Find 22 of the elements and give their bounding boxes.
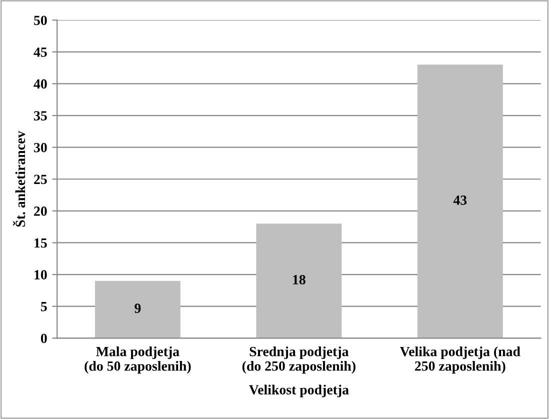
x-tick-label: Velika podjetja (nad 250 zaposlenih) <box>400 346 520 374</box>
x-axis-title: Velikost podjetja <box>248 384 349 398</box>
bar <box>417 64 503 338</box>
y-tick-label: 40 <box>34 79 47 89</box>
y-tick-label: 50 <box>34 16 47 26</box>
bar <box>94 280 180 338</box>
y-tick-label: 30 <box>34 142 47 152</box>
y-axis-title: Št. anketirancev <box>12 130 26 227</box>
data-label: 43 <box>453 196 467 205</box>
y-tick-label: 25 <box>34 174 47 184</box>
y-tick-label: 0 <box>40 334 47 344</box>
y-tick-label: 45 <box>34 48 47 57</box>
x-tick-label: Srednja podjetja (do 250 zaposlenih) <box>242 346 356 374</box>
bar <box>256 224 342 338</box>
y-tick-label: 5 <box>40 302 47 312</box>
x-tick-label: Mala podjetja (do 50 zaposlenih) <box>84 346 191 374</box>
y-tick-label: 20 <box>34 206 47 216</box>
y-tick-label: 10 <box>34 270 47 280</box>
y-tick-label: 15 <box>34 238 47 248</box>
data-label: 18 <box>293 274 306 284</box>
data-label: 9 <box>134 304 141 313</box>
y-tick-label: 35 <box>34 111 47 120</box>
